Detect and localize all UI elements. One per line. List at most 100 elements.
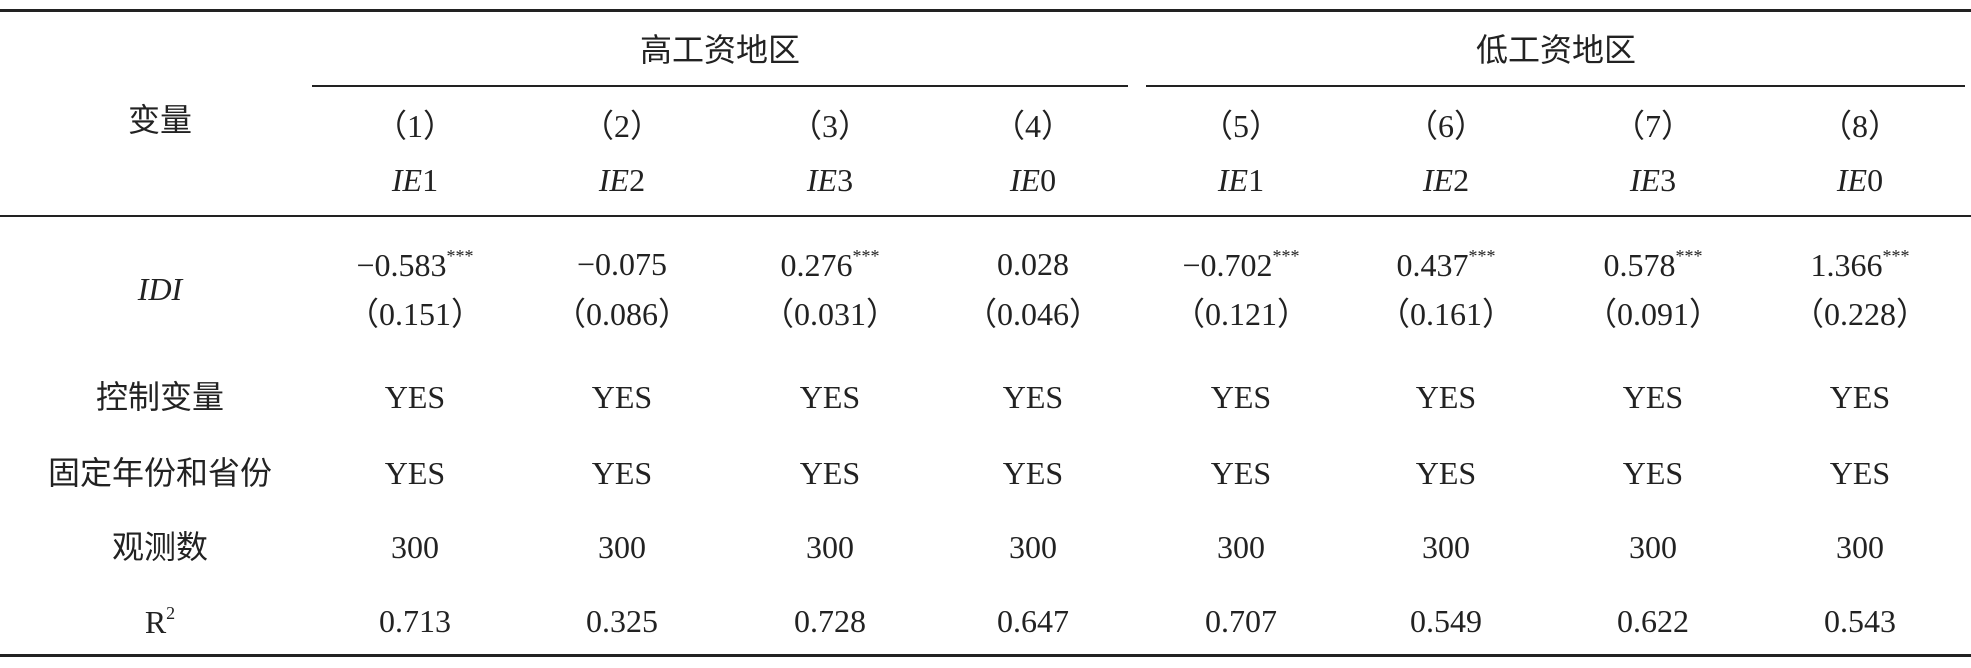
coef-value: −0.702 [1182, 247, 1273, 283]
column-var: IE3 [807, 164, 853, 196]
standard-error: （0.031） [761, 296, 899, 332]
var-index: 2 [629, 162, 646, 198]
cell: 0.549 [1410, 603, 1482, 639]
row-label-sup: 2 [166, 603, 176, 623]
significance-stars: *** [852, 246, 880, 266]
column-number: （1） [374, 108, 456, 144]
cell: YES [1415, 379, 1477, 415]
cell: 300 [391, 529, 439, 565]
cell: 0.543 [1824, 603, 1896, 639]
column-number: （2） [581, 108, 663, 144]
coefficient: −0.702*** [1182, 247, 1299, 281]
var-name: IE [1836, 162, 1868, 198]
cell: 300 [1009, 529, 1057, 565]
column-var: IE0 [1010, 164, 1056, 196]
var-name: IE [598, 162, 630, 198]
significance-stars: *** [446, 246, 474, 266]
coef-value: 0.578 [1603, 247, 1676, 283]
standard-error: （0.046） [964, 296, 1102, 332]
group-label: 高工资地区 [639, 32, 801, 68]
var-index: 1 [422, 162, 439, 198]
column-var: IE2 [599, 164, 645, 196]
coefficient: 0.437*** [1397, 247, 1496, 281]
var-index: 1 [1248, 162, 1265, 198]
group-label: 低工资地区 [1475, 32, 1637, 68]
row-label-text: 观测数 [111, 529, 209, 565]
cell: YES [591, 455, 653, 491]
row-label-text: 固定年份和省份 [47, 455, 273, 491]
coef-value: −0.075 [576, 246, 668, 282]
top-rule [0, 9, 1971, 12]
var-index: 3 [1660, 162, 1677, 198]
standard-error: （0.228） [1791, 296, 1929, 332]
coef-value: 1.366 [1810, 247, 1883, 283]
column-number: （7） [1612, 108, 1694, 144]
var-name: IE [1422, 162, 1454, 198]
cell: YES [799, 379, 861, 415]
coefficient: 1.366*** [1811, 247, 1910, 281]
var-index: 0 [1040, 162, 1057, 198]
var-name: IE [1009, 162, 1041, 198]
coefficient: −0.583*** [356, 247, 473, 281]
cell: YES [799, 455, 861, 491]
var-name: IE [1217, 162, 1249, 198]
row-label: 固定年份和省份 [48, 457, 272, 489]
var-index: 3 [837, 162, 854, 198]
cell: YES [591, 379, 653, 415]
cell: YES [1210, 455, 1272, 491]
cell: YES [1622, 455, 1684, 491]
column-var: IE1 [392, 164, 438, 196]
column-var: IE3 [1630, 164, 1676, 196]
cell: 0.713 [379, 603, 451, 639]
cell: 300 [1422, 529, 1470, 565]
group-rule [1146, 85, 1965, 87]
column-var: IE1 [1218, 164, 1264, 196]
cell: 300 [1629, 529, 1677, 565]
standard-error: （0.091） [1584, 296, 1722, 332]
coefficient: 0.028 [997, 248, 1069, 280]
bottom-rule [0, 654, 1971, 657]
cell: YES [384, 379, 446, 415]
cell: 0.647 [997, 603, 1069, 639]
significance-stars: *** [1882, 246, 1910, 266]
standard-error: （0.086） [553, 296, 691, 332]
cell: YES [1002, 379, 1064, 415]
row-label: IDI [138, 273, 182, 305]
cell: YES [1002, 455, 1064, 491]
cell: YES [384, 455, 446, 491]
header-rule [0, 215, 1971, 217]
row-label-text: R [144, 604, 167, 640]
cell: YES [1622, 379, 1684, 415]
coef-value: 0.028 [997, 246, 1069, 282]
row-label: 观测数 [112, 531, 208, 563]
row-label: 控制变量 [96, 381, 224, 413]
significance-stars: *** [1468, 246, 1496, 266]
variable-header: 变量 [127, 102, 193, 138]
standard-error: （0.151） [346, 296, 484, 332]
cell: 0.707 [1205, 603, 1277, 639]
cell: 0.728 [794, 603, 866, 639]
coef-value: 0.276 [780, 247, 853, 283]
var-index: 2 [1453, 162, 1470, 198]
column-var: IE2 [1423, 164, 1469, 196]
significance-stars: *** [1675, 246, 1703, 266]
cell: 300 [1217, 529, 1265, 565]
var-name: IE [391, 162, 423, 198]
cell: 300 [806, 529, 854, 565]
cell: YES [1415, 455, 1477, 491]
column-number: （3） [789, 108, 871, 144]
standard-error: （0.161） [1377, 296, 1515, 332]
row-label-text: IDI [137, 271, 183, 307]
coefficient: 0.578*** [1604, 247, 1703, 281]
significance-stars: *** [1272, 246, 1300, 266]
coef-value: 0.437 [1396, 247, 1469, 283]
cell: 300 [1836, 529, 1884, 565]
var-name: IE [806, 162, 838, 198]
cell: 0.325 [586, 603, 658, 639]
column-var: IE0 [1837, 164, 1883, 196]
coefficient: 0.276*** [781, 247, 880, 281]
coefficient: −0.075 [577, 248, 667, 280]
coef-value: −0.583 [356, 247, 447, 283]
cell: 0.622 [1617, 603, 1689, 639]
